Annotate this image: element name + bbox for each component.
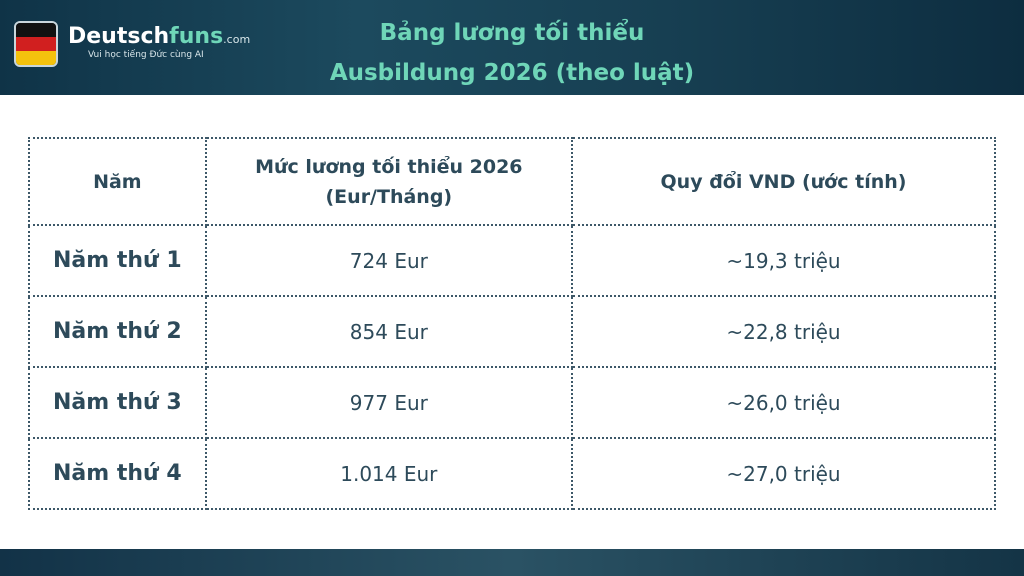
brand-part: Deutsch [68,24,170,49]
logo-flag [14,21,58,67]
table-cell: ~22,8 triệu [570,295,997,368]
header-cell: Mức lương tối thiểu 2026 (Eur/Tháng) [204,137,573,226]
table-row: Năm thứ 4 1.014 Eur ~27,0 triệu [28,437,997,510]
table-row: Năm thứ 3 977 Eur ~26,0 triệu [28,366,997,439]
header-cell: Quy đổi VND (ước tính) [570,137,997,226]
table-row: Năm thứ 1 724 Eur ~19,3 triệu [28,224,997,297]
tagline: Vui học tiếng Đức cùng AI [88,50,204,60]
salary-table: Năm Mức lương tối thiểu 2026 (Eur/Tháng) … [28,137,997,510]
table-cell: Năm thứ 1 [28,224,207,297]
table-cell: Năm thứ 4 [28,437,207,510]
table-cell: ~27,0 triệu [570,437,997,510]
table-cell: ~19,3 triệu [570,224,997,297]
title: Bảng lương tối thiểu [379,20,645,46]
table-cell: 724 Eur [204,224,573,297]
table-cell: ~26,0 triệu [570,366,997,439]
title: Ausbildung 2026 (theo luật) [329,60,695,86]
footer-banner [0,549,1024,576]
table-body: Năm thứ 1 724 Eur ~19,3 triệu Năm thứ 2 854 … [28,224,997,510]
header-row: Năm Mức lương tối thiểu 2026 (Eur/Tháng) … [28,137,997,226]
header-line: Mức lương tối thiểu 2026 [255,155,523,178]
table-cell: Năm thứ 3 [28,366,207,439]
table-cell: 854 Eur [204,295,573,368]
table-row: Năm thứ 2 854 Eur ~22,8 triệu [28,295,997,368]
header-banner: Deutschfuns.com Vui học tiếng Đức cùng A… [0,0,1024,95]
brand: Deutschfuns.com [68,24,250,49]
table-cell: 1.014 Eur [204,437,573,510]
header-line: (Eur/Tháng) [325,185,453,208]
brand-part: funs [169,24,224,49]
brand-part: .com [223,33,251,46]
header-cell: Năm [28,137,207,226]
table-cell: Năm thứ 2 [28,295,207,368]
table-cell: 977 Eur [204,366,573,439]
